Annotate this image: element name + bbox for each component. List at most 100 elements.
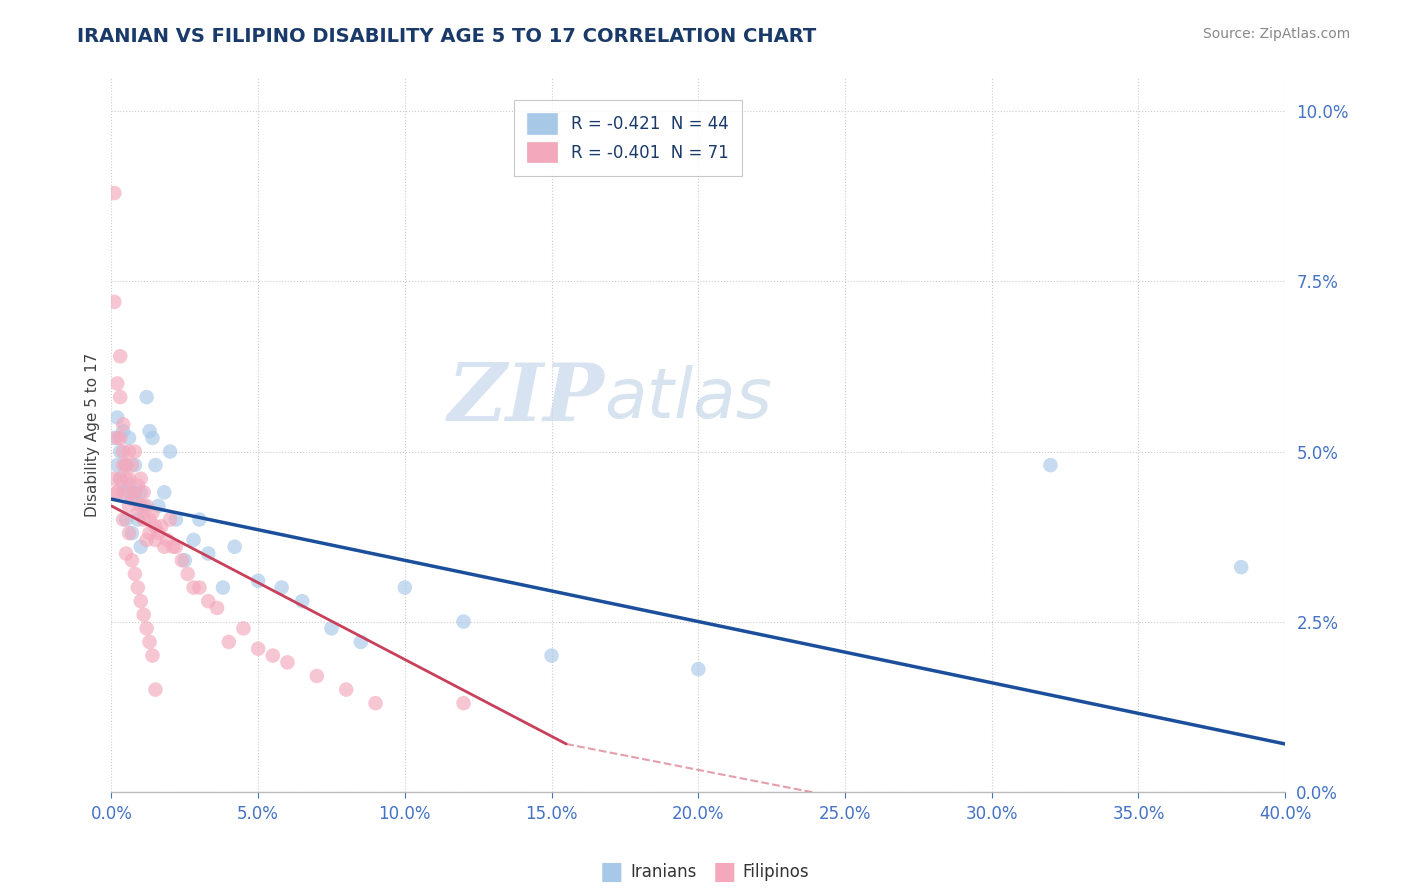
Point xyxy=(121,553,143,567)
Point xyxy=(105,410,128,425)
Text: atlas: atlas xyxy=(605,366,772,433)
Point xyxy=(115,547,138,561)
Point xyxy=(350,635,373,649)
Point xyxy=(129,499,152,513)
Point xyxy=(453,615,475,629)
Point xyxy=(212,581,235,595)
Point xyxy=(115,512,138,526)
Point xyxy=(150,519,173,533)
Point xyxy=(165,540,187,554)
Point xyxy=(148,526,170,541)
Point xyxy=(145,458,167,472)
Text: Source: ZipAtlas.com: Source: ZipAtlas.com xyxy=(1202,27,1350,41)
Point xyxy=(135,621,157,635)
Point xyxy=(105,485,128,500)
Text: Filipinos: Filipinos xyxy=(742,863,808,881)
Point xyxy=(165,512,187,526)
Point xyxy=(118,526,141,541)
Point xyxy=(145,519,167,533)
Point xyxy=(103,186,125,200)
Point xyxy=(127,506,149,520)
Point xyxy=(1039,458,1062,472)
Point xyxy=(247,641,270,656)
Point xyxy=(132,499,155,513)
Point xyxy=(110,431,132,445)
Text: ZIP: ZIP xyxy=(447,360,605,438)
Text: ■: ■ xyxy=(600,861,623,884)
Point xyxy=(138,526,160,541)
Point xyxy=(262,648,284,663)
Point xyxy=(218,635,240,649)
Point xyxy=(129,594,152,608)
Point xyxy=(127,581,149,595)
Point xyxy=(135,533,157,547)
Point xyxy=(105,485,128,500)
Point xyxy=(112,424,135,438)
Point xyxy=(540,648,562,663)
Point xyxy=(141,648,163,663)
Point xyxy=(141,431,163,445)
Point xyxy=(105,376,128,391)
Point xyxy=(118,444,141,458)
Point xyxy=(148,499,170,513)
Legend: R = -0.421  N = 44, R = -0.401  N = 71: R = -0.421 N = 44, R = -0.401 N = 71 xyxy=(515,100,742,176)
Point xyxy=(170,553,193,567)
Point xyxy=(132,607,155,622)
Point xyxy=(129,540,152,554)
Point xyxy=(129,485,152,500)
Point xyxy=(173,553,195,567)
Point xyxy=(138,512,160,526)
Y-axis label: Disability Age 5 to 17: Disability Age 5 to 17 xyxy=(86,352,100,516)
Point xyxy=(162,540,184,554)
Point xyxy=(112,512,135,526)
Point xyxy=(188,581,211,595)
Text: IRANIAN VS FILIPINO DISABILITY AGE 5 TO 17 CORRELATION CHART: IRANIAN VS FILIPINO DISABILITY AGE 5 TO … xyxy=(77,27,817,45)
Point xyxy=(305,669,328,683)
Point xyxy=(118,499,141,513)
Point xyxy=(335,682,357,697)
Text: Iranians: Iranians xyxy=(630,863,696,881)
Point xyxy=(247,574,270,588)
Point xyxy=(197,594,219,608)
Point xyxy=(115,458,138,472)
Point xyxy=(159,512,181,526)
Point xyxy=(103,431,125,445)
Point xyxy=(156,533,179,547)
Point xyxy=(159,444,181,458)
Point xyxy=(291,594,314,608)
Point xyxy=(112,444,135,458)
Point xyxy=(129,472,152,486)
Point xyxy=(112,485,135,500)
Point xyxy=(124,492,146,507)
Point xyxy=(115,485,138,500)
Point xyxy=(145,682,167,697)
Point xyxy=(127,478,149,492)
Point xyxy=(364,696,387,710)
Point xyxy=(135,390,157,404)
Point xyxy=(103,294,125,309)
Point xyxy=(153,540,176,554)
Point xyxy=(197,547,219,561)
Point xyxy=(118,431,141,445)
Point xyxy=(205,601,228,615)
Point xyxy=(270,581,292,595)
Point xyxy=(115,472,138,486)
Point xyxy=(124,458,146,472)
Point xyxy=(153,485,176,500)
Point xyxy=(321,621,343,635)
Point xyxy=(232,621,254,635)
Point xyxy=(138,424,160,438)
Point xyxy=(112,417,135,432)
Point xyxy=(224,540,246,554)
Point xyxy=(110,349,132,363)
Point xyxy=(127,512,149,526)
Point xyxy=(121,526,143,541)
Point xyxy=(688,662,710,676)
Point xyxy=(1230,560,1253,574)
Point xyxy=(145,533,167,547)
Point xyxy=(188,512,211,526)
Point xyxy=(394,581,416,595)
Point xyxy=(105,458,128,472)
Point xyxy=(110,472,132,486)
Point xyxy=(135,499,157,513)
